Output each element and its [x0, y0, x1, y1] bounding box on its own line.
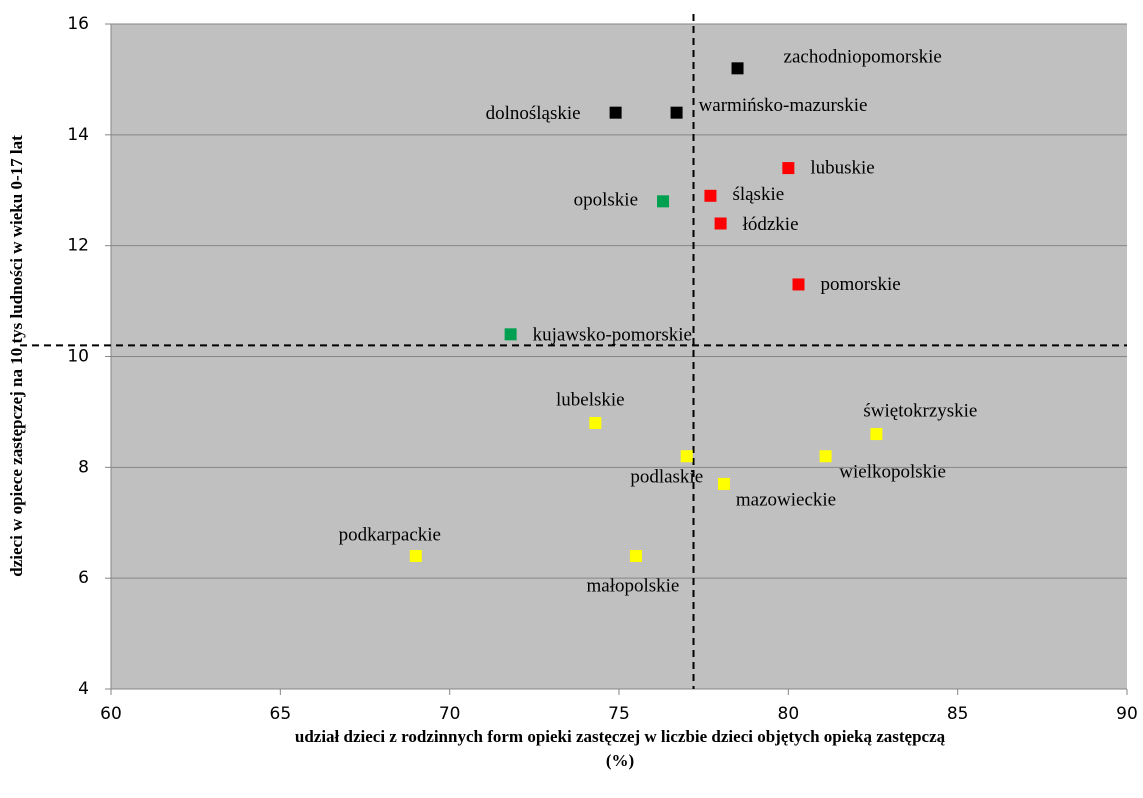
point	[792, 278, 805, 291]
point	[731, 62, 744, 75]
x-tick-label: 65	[270, 704, 292, 724]
point	[504, 328, 517, 341]
point-label: mazowieckie	[736, 489, 836, 510]
point	[819, 450, 832, 463]
point	[629, 550, 642, 562]
point-label: świętokrzyskie	[863, 400, 977, 421]
point	[589, 417, 602, 429]
point	[782, 162, 795, 175]
point-label: zachodniopomorskie	[784, 47, 942, 68]
x-tick-label: 80	[778, 704, 800, 724]
point	[670, 106, 683, 119]
point	[657, 195, 670, 208]
point	[717, 477, 730, 490]
point-label: lubelskie	[556, 389, 625, 410]
x-tick-label: 70	[439, 704, 461, 724]
x-tick-label: 60	[100, 704, 122, 724]
x-tick-label: 90	[1116, 704, 1138, 724]
y-axis-title: dzieci w opiece zastępczej na 10 tys lud…	[7, 135, 26, 577]
point-label: opolskie	[574, 190, 638, 211]
point	[680, 450, 693, 463]
point-label: łódzkie	[743, 214, 799, 235]
point-label: lubuskie	[810, 157, 874, 178]
point	[409, 550, 422, 562]
y-tick-label: 14	[67, 125, 89, 145]
point-label: dolnośląskie	[486, 103, 581, 124]
y-tick-label: 4	[78, 679, 89, 699]
x-axis-unit: (%)	[606, 751, 634, 770]
point-label: kujawsko-pomorskie	[533, 325, 692, 346]
point-label: wielkopolskie	[839, 462, 946, 483]
y-tick-label: 12	[67, 236, 89, 256]
point-label: pomorskie	[820, 274, 900, 295]
point	[609, 106, 622, 119]
x-tick-label: 85	[947, 704, 969, 724]
x-tick-label: 75	[608, 704, 630, 724]
point-label: małopolskie	[586, 575, 679, 596]
point	[704, 189, 717, 202]
y-tick-label: 6	[78, 568, 89, 588]
point	[870, 428, 883, 441]
point-label: warmińsko-mazurskie	[699, 95, 868, 116]
point-label: podkarpackie	[339, 524, 441, 545]
point-label: podlaskie	[630, 467, 703, 488]
y-tick-label: 16	[67, 14, 89, 34]
y-tick-label: 8	[78, 457, 89, 477]
x-axis-title: udział dzieci z rodzinnych form opieki z…	[295, 727, 946, 746]
point-label: śląskie	[732, 184, 784, 205]
point	[714, 217, 727, 230]
y-tick-label: 10	[67, 347, 89, 367]
